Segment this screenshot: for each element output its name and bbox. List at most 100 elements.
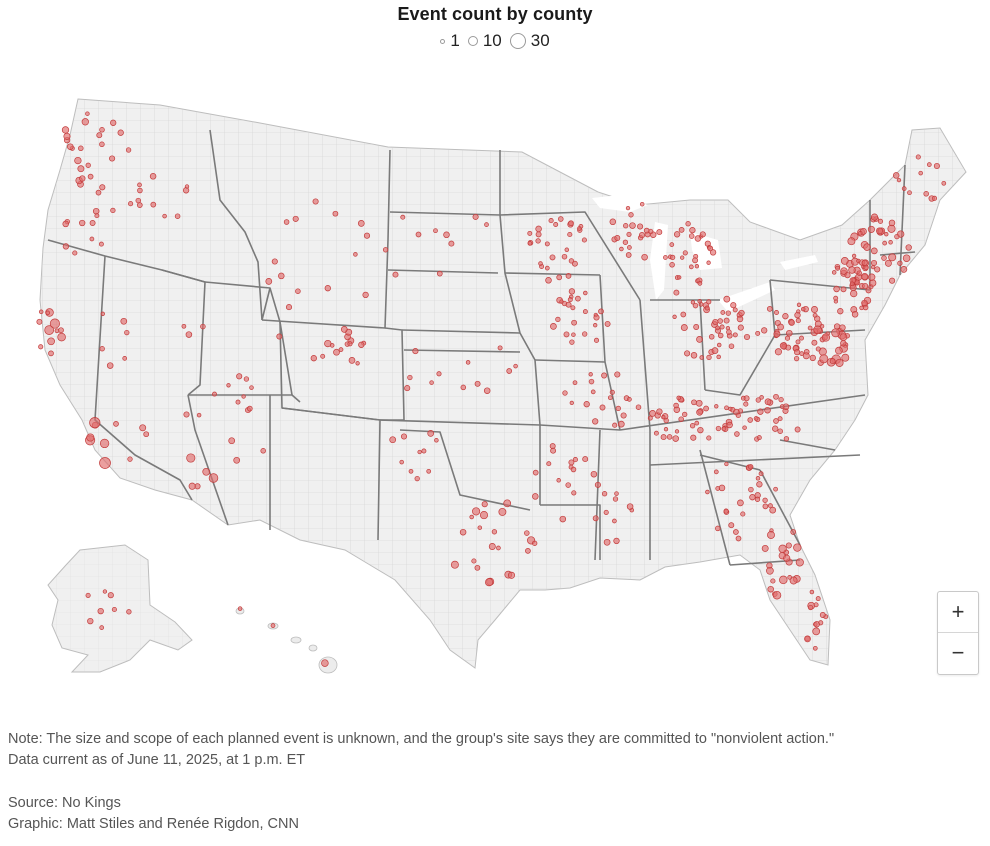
event-marker[interactable] bbox=[833, 285, 840, 293]
event-marker[interactable] bbox=[532, 469, 539, 476]
event-marker[interactable] bbox=[181, 323, 187, 329]
event-marker[interactable] bbox=[861, 259, 868, 266]
event-marker[interactable] bbox=[340, 326, 348, 333]
event-marker[interactable] bbox=[564, 247, 570, 253]
event-marker[interactable] bbox=[692, 302, 699, 309]
event-marker[interactable] bbox=[625, 205, 631, 211]
event-marker[interactable] bbox=[844, 272, 851, 279]
event-marker[interactable] bbox=[689, 227, 696, 234]
event-marker[interactable] bbox=[94, 213, 100, 219]
event-marker[interactable] bbox=[62, 243, 70, 250]
event-marker[interactable] bbox=[663, 427, 669, 432]
event-marker[interactable] bbox=[773, 418, 779, 424]
event-marker[interactable] bbox=[110, 207, 116, 214]
event-marker[interactable] bbox=[811, 339, 818, 346]
event-marker[interactable] bbox=[800, 306, 806, 312]
event-marker[interactable] bbox=[723, 295, 731, 303]
event-marker[interactable] bbox=[265, 278, 273, 285]
event-marker[interactable] bbox=[212, 391, 217, 397]
event-marker[interactable] bbox=[627, 245, 632, 250]
event-marker[interactable] bbox=[734, 431, 740, 437]
event-marker[interactable] bbox=[762, 503, 769, 510]
event-marker[interactable] bbox=[674, 429, 680, 434]
event-marker[interactable] bbox=[858, 231, 863, 236]
event-marker[interactable] bbox=[789, 576, 798, 585]
event-marker[interactable] bbox=[426, 468, 432, 474]
event-marker[interactable] bbox=[694, 420, 700, 426]
event-marker[interactable] bbox=[471, 558, 477, 564]
event-marker[interactable] bbox=[941, 180, 947, 186]
event-marker[interactable] bbox=[779, 342, 787, 350]
event-marker[interactable] bbox=[850, 289, 858, 298]
event-marker[interactable] bbox=[99, 346, 105, 352]
event-marker[interactable] bbox=[324, 285, 331, 292]
event-marker[interactable] bbox=[629, 222, 636, 229]
event-marker[interactable] bbox=[128, 201, 134, 207]
event-marker[interactable] bbox=[312, 198, 319, 205]
event-marker[interactable] bbox=[931, 195, 938, 201]
event-marker[interactable] bbox=[99, 457, 111, 469]
event-marker[interactable] bbox=[285, 304, 293, 311]
event-marker[interactable] bbox=[740, 511, 746, 517]
event-marker[interactable] bbox=[841, 353, 850, 362]
event-marker[interactable] bbox=[292, 215, 299, 222]
event-marker[interactable] bbox=[717, 318, 723, 324]
event-marker[interactable] bbox=[862, 282, 869, 290]
event-marker[interactable] bbox=[427, 430, 435, 437]
event-marker[interactable] bbox=[95, 189, 102, 196]
event-marker[interactable] bbox=[660, 434, 667, 441]
event-marker[interactable] bbox=[888, 253, 897, 262]
event-marker[interactable] bbox=[568, 258, 575, 264]
event-marker[interactable] bbox=[513, 363, 518, 369]
event-marker[interactable] bbox=[362, 291, 369, 299]
event-marker[interactable] bbox=[833, 295, 839, 301]
event-marker[interactable] bbox=[724, 405, 729, 411]
us-map[interactable] bbox=[0, 90, 990, 690]
event-marker[interactable] bbox=[923, 191, 929, 197]
event-marker[interactable] bbox=[809, 589, 815, 595]
event-marker[interactable] bbox=[196, 412, 202, 418]
event-marker[interactable] bbox=[535, 225, 542, 233]
event-marker[interactable] bbox=[98, 241, 104, 247]
event-marker[interactable] bbox=[72, 250, 78, 256]
event-marker[interactable] bbox=[568, 220, 574, 227]
event-marker[interactable] bbox=[174, 213, 181, 219]
event-marker[interactable] bbox=[896, 177, 902, 183]
event-marker[interactable] bbox=[63, 132, 71, 140]
event-marker[interactable] bbox=[865, 287, 872, 294]
event-marker[interactable] bbox=[706, 260, 711, 265]
event-marker[interactable] bbox=[124, 329, 130, 336]
event-marker[interactable] bbox=[785, 542, 792, 549]
event-marker[interactable] bbox=[609, 218, 617, 226]
event-marker[interactable] bbox=[628, 212, 634, 218]
event-marker[interactable] bbox=[813, 621, 820, 628]
event-marker[interactable] bbox=[38, 309, 44, 315]
event-marker[interactable] bbox=[688, 264, 694, 270]
event-marker[interactable] bbox=[772, 425, 779, 432]
event-marker[interactable] bbox=[186, 453, 196, 463]
event-marker[interactable] bbox=[429, 380, 434, 385]
event-marker[interactable] bbox=[812, 627, 821, 636]
event-marker[interactable] bbox=[572, 380, 578, 386]
event-marker[interactable] bbox=[712, 318, 719, 326]
event-marker[interactable] bbox=[61, 126, 70, 134]
event-marker[interactable] bbox=[876, 227, 883, 235]
event-marker[interactable] bbox=[150, 201, 157, 208]
event-marker[interactable] bbox=[185, 331, 193, 338]
event-marker[interactable] bbox=[688, 233, 695, 239]
event-marker[interactable] bbox=[794, 311, 801, 319]
event-marker[interactable] bbox=[474, 564, 481, 571]
event-marker[interactable] bbox=[353, 252, 358, 257]
event-marker[interactable] bbox=[728, 343, 735, 349]
event-marker[interactable] bbox=[436, 270, 443, 277]
event-marker[interactable] bbox=[851, 311, 859, 318]
event-marker[interactable] bbox=[907, 190, 912, 196]
event-marker[interactable] bbox=[417, 449, 422, 455]
event-marker[interactable] bbox=[672, 435, 679, 442]
event-marker[interactable] bbox=[795, 558, 804, 567]
event-marker[interactable] bbox=[831, 270, 837, 275]
event-marker[interactable] bbox=[97, 607, 104, 615]
event-marker[interactable] bbox=[819, 612, 826, 618]
event-marker[interactable] bbox=[355, 361, 360, 366]
event-marker[interactable] bbox=[321, 659, 329, 667]
